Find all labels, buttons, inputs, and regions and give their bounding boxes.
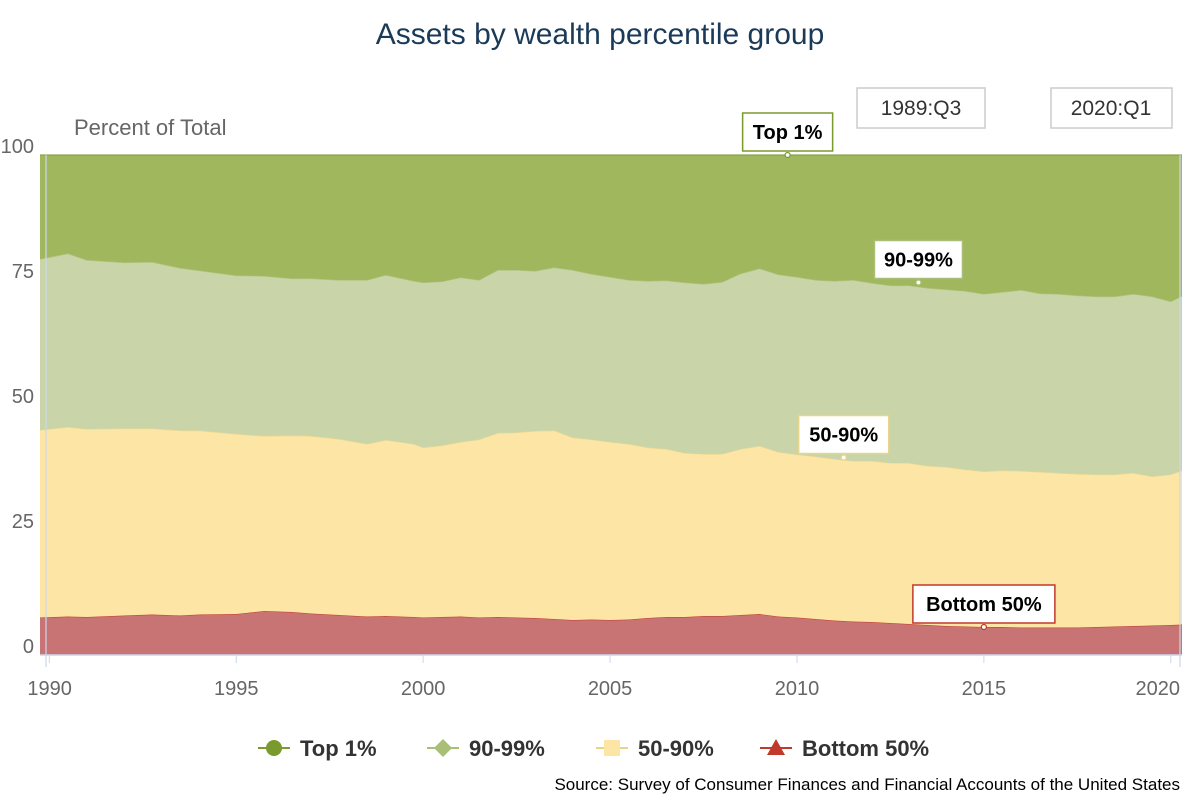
- legend-label-top-1: Top 1%: [300, 736, 377, 761]
- annotation-point-top-1: [784, 151, 791, 159]
- legend-item-bottom-50[interactable]: Bottom 50%: [760, 736, 929, 761]
- y-tick-label: 100: [1, 136, 34, 158]
- source-note: Source: Survey of Consumer Finances and …: [554, 775, 1180, 794]
- x-tick-label: 2020: [1136, 678, 1181, 700]
- legend-item-top-1[interactable]: Top 1%: [258, 736, 377, 761]
- triangle-marker-icon: [767, 739, 785, 755]
- annotation-label-50-90: 50-90%: [809, 425, 878, 447]
- legend-item-50-90[interactable]: 50-90%: [596, 736, 714, 761]
- x-tick-label: 1990: [27, 678, 72, 700]
- y-tick-label: 25: [12, 511, 34, 533]
- circle-marker-icon: [266, 740, 282, 756]
- x-tick-label: 2010: [775, 678, 820, 700]
- area-bottom-50: [40, 611, 1182, 655]
- area-90-99: [40, 253, 1182, 477]
- y-tick-label: 0: [23, 636, 34, 658]
- annotation-box-90-99: [873, 239, 964, 280]
- legend-label-bottom-50: Bottom 50%: [802, 736, 929, 761]
- legend-item-90-99[interactable]: 90-99%: [427, 736, 545, 761]
- y-tick-label: 75: [12, 261, 34, 283]
- x-tick-label: 2000: [401, 678, 446, 700]
- y-tick-label: 50: [12, 386, 34, 408]
- annotation-label-top-1: Top 1%: [753, 122, 823, 144]
- legend-label-50-90: 50-90%: [638, 736, 714, 761]
- annotation-box-bottom-50: [912, 584, 1056, 624]
- annotation-label-90-99: 90-99%: [884, 250, 953, 272]
- range-end-label: 2020:Q1: [1071, 97, 1152, 120]
- square-marker-icon: [604, 740, 620, 756]
- annotation-label-bottom-50: Bottom 50%: [926, 594, 1042, 616]
- annotation-box-top-1: [741, 112, 834, 152]
- area-50-90: [40, 427, 1182, 628]
- range-end-box[interactable]: [1050, 87, 1173, 129]
- range-start-box[interactable]: [856, 87, 986, 129]
- annotation-point-50-90: [840, 454, 847, 461]
- x-tick-label: 2015: [962, 678, 1007, 700]
- y-axis-label: Percent of Total: [74, 115, 226, 140]
- area-series: [39, 154, 1183, 655]
- range-selector[interactable]: 1989:Q3 2020:Q1: [856, 87, 1173, 129]
- annotation-point-bottom-50: [980, 623, 987, 631]
- chart-title: Assets by wealth percentile group: [376, 18, 825, 51]
- x-tick-label: 2005: [588, 678, 633, 700]
- legend[interactable]: Top 1% 90-99% 50-90% Bottom 50%: [258, 736, 929, 761]
- x-tick-label: 1995: [214, 678, 259, 700]
- annotation-box-50-90: [797, 414, 890, 455]
- axes: 0 25 50 75 100 1990 1995 2000 2005 2010 2015 2020: [1, 136, 1182, 700]
- series-annotations: Top 1% 90-99% 50-90% Bottom 50%: [741, 112, 1056, 631]
- legend-label-90-99: 90-99%: [469, 736, 545, 761]
- annotation-point-90-99: [915, 279, 922, 286]
- diamond-marker-icon: [434, 739, 452, 757]
- range-start-label: 1989:Q3: [881, 97, 962, 120]
